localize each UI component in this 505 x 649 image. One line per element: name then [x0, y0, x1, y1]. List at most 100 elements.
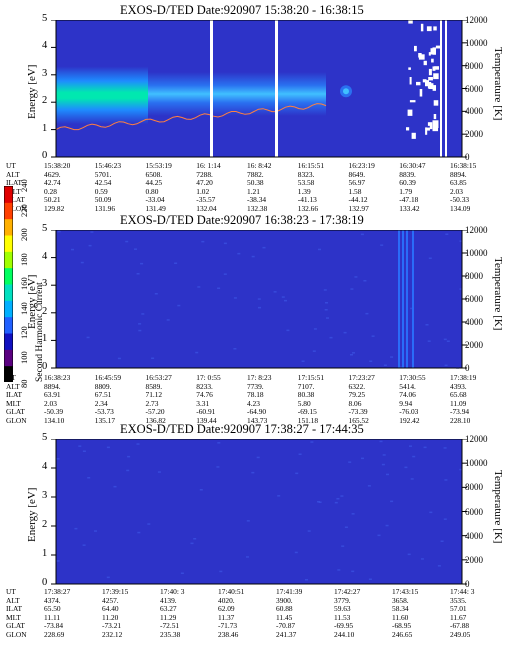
orbit-value: 228.10 [450, 416, 471, 425]
panel-title: EXOS-D/TED Date:920907 17:38:27 - 17:44:… [120, 422, 364, 436]
noise-speck [404, 466, 408, 469]
y2-tick-label: 0 [465, 579, 470, 589]
orbit-value: 8.06 [348, 398, 362, 408]
orbit-value: 16:30:47 [399, 161, 426, 170]
data-gap [432, 85, 437, 91]
y2-tick-label: 4000 [465, 317, 483, 327]
orbit-value: 50.09 [94, 195, 112, 205]
orbit-value: -44.12 [348, 195, 368, 205]
orbit-value: 249.05 [450, 630, 471, 639]
orbit-value: 134.10 [44, 416, 65, 425]
noise-speck [385, 524, 389, 527]
orbit-value: 244.10 [334, 630, 355, 639]
noise-speck [440, 540, 444, 542]
orbit-value: 67.51 [94, 390, 112, 400]
orbit-row-label: UT [6, 587, 16, 596]
noise-speck [154, 293, 158, 295]
orbit-value: -69.95 [334, 621, 354, 631]
orbit-value: -53.73 [94, 407, 114, 417]
noise-speck [390, 356, 394, 358]
orbit-row-label: GLAT [6, 407, 25, 417]
noise-speck [88, 244, 92, 247]
orbit-value: 228.69 [44, 630, 65, 639]
noise-speck [444, 479, 448, 481]
noise-speck [140, 262, 144, 265]
noise-speck [87, 477, 91, 479]
noise-speck [443, 447, 447, 449]
orbit-value: 16:38:15 [450, 161, 477, 170]
noise-speck [113, 485, 117, 488]
noise-speck [298, 453, 302, 455]
noise-speck [94, 530, 97, 532]
orbit-value: 16:23:19 [348, 161, 375, 170]
noise-speck [351, 570, 355, 573]
noise-speck [310, 441, 314, 443]
data-gap [428, 68, 432, 76]
noise-speck [136, 273, 140, 275]
colorbar-segment [4, 251, 13, 269]
noise-speck [326, 317, 329, 319]
noise-speck [459, 468, 463, 471]
noise-speck [383, 364, 387, 366]
orbit-value: 131.96 [94, 204, 116, 213]
noise-speck [257, 298, 261, 300]
orbit-value: 11.20 [102, 612, 119, 622]
noise-speck [138, 329, 142, 332]
noise-speck [190, 542, 194, 545]
orbit-value: 16:53:27 [145, 373, 172, 382]
colorbar-segment [4, 365, 13, 382]
orbit-value: 11.11 [44, 612, 61, 622]
noise-speck [246, 556, 249, 558]
orbit-row-label: ILAT [6, 178, 23, 188]
noise-speck [246, 520, 250, 522]
data-gap [407, 109, 413, 116]
data-gap [445, 20, 447, 157]
orbit-value: 17:43:15 [392, 587, 419, 596]
orbit-value: 65.68 [450, 390, 467, 400]
noise-speck [237, 252, 241, 255]
noise-speck [420, 558, 424, 560]
noise-speck [74, 527, 78, 530]
ion-band-tail [148, 72, 326, 116]
orbit-value: 63.85 [450, 178, 467, 188]
orbit-value: 238.46 [218, 630, 239, 639]
noise-speck [354, 276, 358, 278]
noise-speck [334, 501, 338, 504]
noise-speck [340, 495, 344, 497]
noise-speck [141, 313, 145, 315]
noise-speck [386, 473, 389, 476]
data-gap [432, 66, 436, 71]
noise-speck [443, 338, 447, 341]
orbit-value: 47.20 [196, 178, 213, 188]
y2-tick-label: 8000 [465, 482, 483, 493]
data-gap [408, 67, 411, 70]
orbit-value: 56.97 [348, 178, 366, 188]
noise-speck [390, 500, 394, 503]
noise-speck [262, 246, 266, 249]
data-gap [431, 58, 434, 63]
data-gap [435, 45, 441, 49]
orbit-value: 17:38:27 [44, 587, 71, 596]
orbit-row-label: ILAT [6, 390, 23, 400]
noise-speck [325, 302, 328, 304]
orbit-value: 3.31 [196, 398, 210, 408]
y2-tick-label: 0 [465, 152, 470, 162]
orbit-value: -76.03 [399, 407, 419, 417]
orbit-value: 3535. [450, 595, 467, 605]
colorbar-tick-label: 160 [19, 277, 29, 290]
spectrogram-panel [51, 439, 467, 585]
orbit-value: 132.38 [247, 204, 268, 213]
data-gap [440, 20, 442, 157]
orbit-value: 0.80 [145, 186, 159, 196]
orbit-value: 7288. [196, 169, 213, 179]
vertical-streak [398, 230, 400, 368]
colorbar-tick-label: 80 [19, 379, 29, 389]
noise-speck [380, 244, 384, 246]
colorbar-tick-label: 220 [19, 203, 29, 217]
orbit-value: 59.63 [334, 604, 351, 614]
noise-speck [180, 572, 184, 574]
orbit-value: 16: 1:14 [196, 161, 221, 170]
orbit-value: 63.91 [44, 390, 61, 400]
orbit-value: -41.13 [297, 195, 317, 205]
colorbar-tick-label: 240 [19, 179, 29, 192]
